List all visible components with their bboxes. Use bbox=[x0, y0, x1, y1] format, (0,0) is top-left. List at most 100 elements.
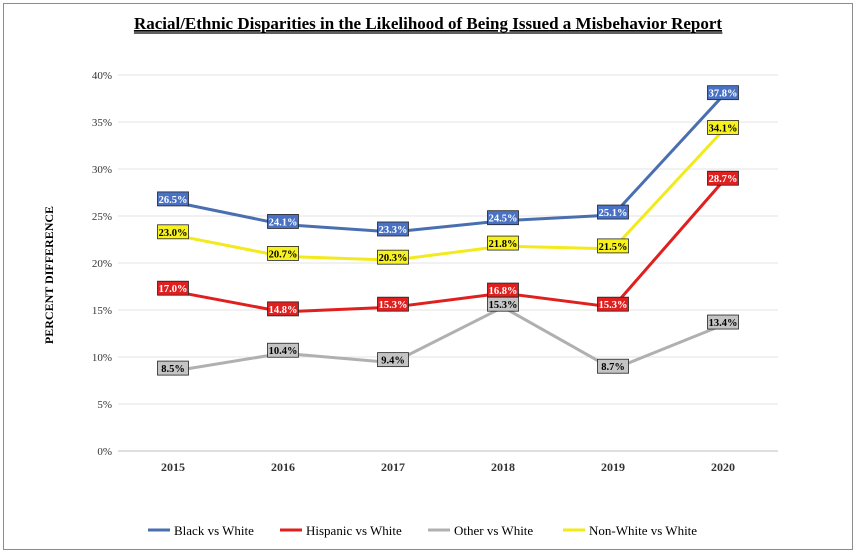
legend-label: Hispanic vs White bbox=[306, 523, 402, 538]
x-tick-label: 2019 bbox=[601, 460, 625, 474]
data-label-box bbox=[707, 170, 739, 186]
y-tick-label: 35% bbox=[92, 117, 112, 129]
data-label-text: 23.3% bbox=[379, 225, 408, 236]
data-label: 8.7% bbox=[597, 358, 629, 374]
data-label-text: 15.3% bbox=[489, 300, 518, 311]
data-label: 8.5% bbox=[157, 360, 189, 376]
data-label-text: 10.4% bbox=[269, 346, 298, 357]
data-label-box bbox=[707, 314, 739, 330]
y-tick-label: 10% bbox=[92, 352, 112, 364]
data-label-text: 37.8% bbox=[709, 89, 738, 100]
y-tick-label: 30% bbox=[92, 164, 112, 176]
data-label-text: 20.3% bbox=[379, 253, 408, 264]
data-label: 24.5% bbox=[487, 210, 519, 226]
data-label-text: 21.8% bbox=[489, 239, 518, 250]
data-label-box bbox=[597, 204, 629, 220]
data-label: 13.4% bbox=[707, 314, 739, 330]
x-tick-label: 2016 bbox=[271, 460, 295, 474]
data-label-box bbox=[377, 221, 409, 237]
data-label-text: 26.5% bbox=[159, 195, 188, 206]
data-label: 15.3% bbox=[597, 296, 629, 312]
data-label: 20.3% bbox=[377, 249, 409, 265]
data-label-text: 25.1% bbox=[599, 208, 628, 219]
data-label-text: 16.8% bbox=[489, 286, 518, 297]
legend-label: Non-White vs White bbox=[589, 523, 697, 538]
y-tick-label: 25% bbox=[92, 211, 112, 223]
data-label-box bbox=[267, 301, 299, 317]
data-label: 23.0% bbox=[157, 224, 189, 240]
data-label-box bbox=[157, 191, 189, 207]
y-axis-label: PERCENT DIFFERENCE bbox=[42, 206, 56, 344]
legend-item: Black vs White bbox=[148, 523, 254, 538]
data-label: 9.4% bbox=[377, 352, 409, 368]
data-label-text: 24.5% bbox=[489, 214, 518, 225]
data-label-text: 21.5% bbox=[599, 242, 628, 253]
series-line bbox=[171, 128, 725, 262]
x-tick-label: 2015 bbox=[161, 460, 185, 474]
data-label-text: 8.7% bbox=[601, 362, 625, 373]
data-label-box bbox=[267, 214, 299, 229]
data-label: 34.1% bbox=[707, 120, 739, 135]
series-line bbox=[171, 179, 725, 314]
data-labels: 26.5% 24.1% 23.3% 24.5% 25.1% 37.8% 17.0% 14.8%… bbox=[157, 85, 739, 376]
data-label-box bbox=[597, 238, 629, 254]
gridlines bbox=[118, 74, 778, 452]
data-label: 15.3% bbox=[377, 296, 409, 312]
data-label-box bbox=[597, 296, 629, 312]
data-label-box bbox=[707, 85, 739, 101]
data-label-box bbox=[597, 358, 629, 374]
x-tick-label: 2017 bbox=[381, 460, 405, 474]
data-label-box bbox=[377, 296, 409, 312]
series-lines bbox=[171, 94, 725, 373]
data-label-text: 17.0% bbox=[159, 284, 188, 295]
data-label-box bbox=[157, 360, 189, 376]
data-label: 21.8% bbox=[487, 235, 519, 251]
legend-label: Black vs White bbox=[174, 523, 254, 538]
data-label: 15.3% bbox=[487, 296, 519, 312]
legend-item: Other vs White bbox=[428, 523, 533, 538]
y-tick-label: 5% bbox=[97, 399, 112, 411]
y-tick-label: 40% bbox=[92, 70, 112, 82]
legend-label: Other vs White bbox=[454, 523, 533, 538]
data-label-box bbox=[267, 246, 299, 261]
data-label: 21.5% bbox=[597, 238, 629, 254]
data-label-box bbox=[487, 210, 519, 226]
data-label-text: 34.1% bbox=[709, 123, 738, 134]
data-label-text: 8.5% bbox=[161, 364, 185, 375]
y-tick-label: 0% bbox=[97, 446, 112, 458]
data-label-text: 20.7% bbox=[269, 249, 298, 260]
data-label-text: 15.3% bbox=[379, 300, 408, 311]
data-label-text: 14.8% bbox=[269, 305, 298, 316]
data-label-box bbox=[487, 235, 519, 251]
data-label-text: 9.4% bbox=[381, 356, 405, 367]
data-label-box bbox=[157, 224, 189, 240]
data-label-box bbox=[267, 342, 299, 358]
data-label: 10.4% bbox=[267, 342, 299, 358]
data-label: 17.0% bbox=[157, 280, 189, 296]
data-label-box bbox=[377, 352, 409, 368]
legend-item: Non-White vs White bbox=[563, 523, 697, 538]
data-label-text: 23.0% bbox=[159, 228, 188, 239]
x-tick-label: 2020 bbox=[711, 460, 735, 474]
chart-title: Racial/Ethnic Disparities in the Likelih… bbox=[134, 14, 722, 33]
data-label: 16.8% bbox=[487, 282, 519, 298]
y-axis-ticks: 0% 5% 10% 15% 20% 25% 30% 35% 40% bbox=[92, 70, 112, 458]
legend: Black vs White Hispanic vs White Other vs … bbox=[148, 523, 697, 538]
data-label: 37.8% bbox=[707, 85, 739, 101]
series-line bbox=[171, 305, 725, 373]
series-line bbox=[171, 94, 725, 234]
data-label: 24.1% bbox=[267, 214, 299, 229]
data-label: 23.3% bbox=[377, 221, 409, 237]
data-label-text: 15.3% bbox=[599, 300, 628, 311]
data-label-text: 13.4% bbox=[709, 318, 738, 329]
data-label: 25.1% bbox=[597, 204, 629, 220]
data-label: 20.7% bbox=[267, 246, 299, 261]
y-tick-label: 15% bbox=[92, 305, 112, 317]
x-tick-label: 2018 bbox=[491, 460, 515, 474]
data-label: 28.7% bbox=[707, 170, 739, 186]
data-label: 14.8% bbox=[267, 301, 299, 317]
x-axis-ticks: 2015 2016 2017 2018 2019 2020 bbox=[161, 460, 735, 474]
data-label-box bbox=[157, 280, 189, 296]
legend-item: Hispanic vs White bbox=[280, 523, 402, 538]
